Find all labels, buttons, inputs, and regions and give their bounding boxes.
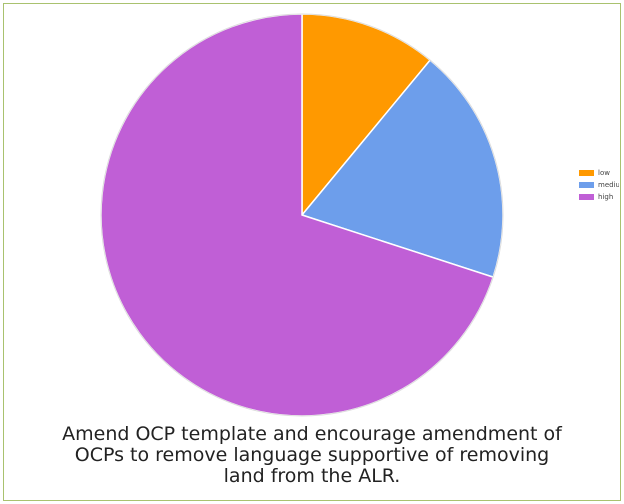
legend-item-high: high <box>579 191 619 203</box>
legend-swatch-high <box>579 194 594 200</box>
legend-label-medium: medium <box>598 181 619 189</box>
legend-swatch-low <box>579 170 594 176</box>
legend-label-low: low <box>598 169 610 177</box>
legend-label-high: high <box>598 193 614 201</box>
legend-item-low: low <box>579 167 619 179</box>
chart-title: Amend OCP template and encourage amendme… <box>62 423 562 487</box>
legend-swatch-medium <box>579 182 594 188</box>
legend-item-medium: medium <box>579 179 619 191</box>
pie-outline <box>100 13 504 417</box>
legend: low medium high <box>579 167 619 203</box>
